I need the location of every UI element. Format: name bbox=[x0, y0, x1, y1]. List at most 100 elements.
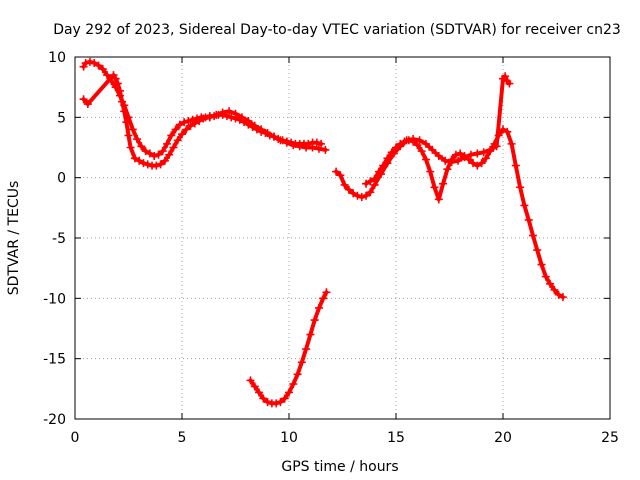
data-point-marker bbox=[477, 159, 486, 168]
data-marks bbox=[79, 57, 567, 408]
data-point-marker bbox=[285, 388, 293, 397]
y-tick-label: 5 bbox=[57, 110, 66, 126]
data-point-marker bbox=[289, 380, 298, 389]
data-point-marker bbox=[421, 155, 430, 164]
data-point-marker bbox=[520, 201, 529, 210]
data-point-marker bbox=[501, 72, 510, 81]
data-point-marker bbox=[178, 130, 186, 139]
data-point-marker bbox=[511, 161, 520, 170]
data-point-marker bbox=[426, 167, 435, 176]
x-tick-label: 10 bbox=[280, 430, 298, 446]
data-point-marker bbox=[353, 191, 362, 200]
data-point-marker bbox=[90, 59, 99, 68]
data-point-marker bbox=[454, 156, 463, 165]
data-point-marker bbox=[218, 108, 227, 117]
data-point-marker bbox=[505, 79, 514, 88]
data-point-marker bbox=[124, 131, 133, 140]
data-point-marker bbox=[150, 151, 159, 160]
data-point-marker bbox=[212, 110, 221, 119]
data-point-marker bbox=[94, 61, 103, 70]
data-point-marker bbox=[180, 118, 189, 127]
data-point-marker bbox=[272, 399, 281, 408]
x-tick-label: 20 bbox=[494, 430, 512, 446]
data-point-marker bbox=[115, 86, 124, 95]
y-tick-label: 10 bbox=[48, 50, 66, 66]
y-tick-label: -10 bbox=[43, 291, 66, 307]
data-point-marker bbox=[118, 97, 127, 106]
data-point-marker bbox=[158, 147, 167, 156]
data-point-marker bbox=[481, 154, 490, 163]
data-point-marker bbox=[160, 156, 169, 165]
data-point-marker bbox=[492, 142, 501, 151]
data-point-marker bbox=[362, 179, 371, 188]
data-point-marker bbox=[98, 65, 107, 74]
data-point-marker bbox=[434, 151, 443, 160]
data-point-marker bbox=[156, 160, 165, 169]
data-point-marker bbox=[537, 260, 546, 269]
data-point-marker bbox=[141, 147, 150, 156]
data-point-marker bbox=[377, 170, 386, 179]
data-point-marker bbox=[259, 394, 268, 403]
data-point-marker bbox=[314, 303, 323, 312]
y-tick-label: -15 bbox=[43, 352, 66, 368]
data-point-marker bbox=[111, 74, 120, 83]
data-point-marker bbox=[516, 183, 525, 192]
data-point-marker bbox=[169, 143, 178, 152]
data-point-marker bbox=[336, 171, 345, 180]
data-point-marker bbox=[396, 142, 405, 151]
data-point-marker bbox=[295, 142, 304, 151]
data-point-marker bbox=[473, 161, 482, 170]
data-point-marker bbox=[473, 149, 482, 158]
data-point-marker bbox=[321, 145, 330, 154]
data-point-marker bbox=[190, 119, 199, 128]
data-point-marker bbox=[447, 157, 456, 166]
data-point-marker bbox=[126, 143, 135, 152]
data-point-marker bbox=[533, 246, 542, 255]
data-point-marker bbox=[499, 125, 507, 134]
data-point-marker bbox=[434, 195, 443, 204]
data-point-marker bbox=[255, 388, 264, 397]
data-point-marker bbox=[143, 160, 152, 169]
data-point-marker bbox=[128, 125, 137, 134]
data-point-marker bbox=[263, 129, 272, 138]
data-point-marker bbox=[173, 136, 182, 145]
data-point-marker bbox=[225, 107, 234, 116]
data-point-marker bbox=[154, 150, 163, 159]
data-point-marker bbox=[113, 79, 122, 88]
data-point-marker bbox=[441, 156, 450, 165]
data-point-marker bbox=[237, 113, 246, 122]
data-point-marker bbox=[366, 177, 375, 186]
data-point-marker bbox=[244, 116, 253, 125]
data-point-marker bbox=[554, 290, 563, 299]
y-axis-title: SDTVAR / TECUs bbox=[6, 181, 22, 296]
data-point-marker bbox=[263, 398, 272, 407]
data-point-marker bbox=[319, 294, 328, 303]
data-point-marker bbox=[81, 59, 90, 68]
data-point-marker bbox=[257, 125, 266, 134]
data-point-marker bbox=[541, 272, 550, 281]
data-point-marker bbox=[349, 189, 358, 198]
data-point-marker bbox=[205, 113, 214, 122]
data-point-marker bbox=[550, 285, 559, 294]
data-point-marker bbox=[558, 293, 567, 302]
data-point-marker bbox=[466, 150, 475, 159]
x-tick-label: 5 bbox=[178, 430, 187, 446]
series-track-b bbox=[79, 71, 330, 170]
data-point-marker bbox=[443, 165, 452, 174]
data-point-marker bbox=[163, 139, 172, 148]
data-point-marker bbox=[293, 370, 302, 379]
data-point-marker bbox=[344, 185, 353, 194]
data-point-marker bbox=[332, 167, 341, 176]
data-point-marker bbox=[282, 138, 291, 147]
data-point-marker bbox=[145, 149, 154, 158]
data-point-marker bbox=[310, 316, 319, 325]
data-point-marker bbox=[546, 279, 555, 288]
data-point-marker bbox=[186, 121, 195, 130]
data-point-marker bbox=[383, 159, 392, 168]
data-point-marker bbox=[83, 100, 92, 109]
data-point-marker bbox=[250, 382, 259, 391]
data-point-marker bbox=[456, 149, 465, 158]
data-point-marker bbox=[528, 231, 537, 240]
